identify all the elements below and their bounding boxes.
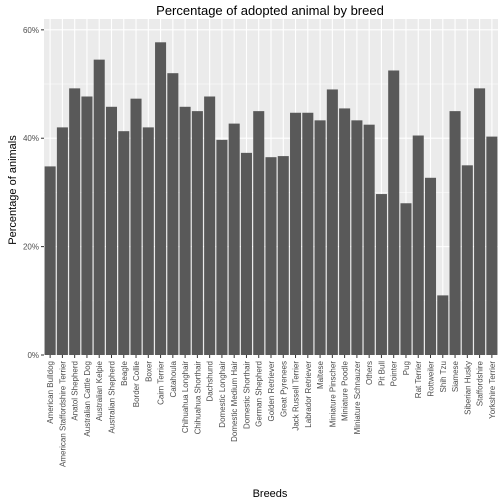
bar: [412, 135, 424, 355]
x-tick-label: Border Collie: [132, 360, 141, 407]
x-tick-label: Cairn Terrier: [157, 361, 166, 405]
bar: [326, 89, 338, 356]
x-tick-label: German Shepherd: [255, 361, 264, 427]
bar: [265, 157, 277, 355]
bar: [388, 70, 400, 355]
bar: [240, 152, 252, 355]
bar: [290, 112, 302, 355]
bar: [351, 120, 363, 355]
x-tick-label: Siberian Husky: [463, 361, 472, 415]
bar: [277, 156, 289, 355]
bar: [81, 96, 93, 356]
bar: [93, 59, 105, 355]
x-tick-label: Domestic Medium Hair: [230, 361, 239, 442]
y-tick-label: 0%: [27, 351, 39, 360]
x-tick-label: Pit Bull: [377, 361, 386, 386]
x-tick-label: Great Pyrenees: [279, 361, 288, 417]
x-axis-title: Breeds: [253, 488, 288, 500]
bar: [375, 194, 387, 355]
bar: [167, 73, 179, 356]
x-tick-label: Anatol Shepherd: [71, 361, 80, 421]
bar: [44, 166, 56, 355]
x-tick-label: Others: [365, 361, 374, 385]
bar: [339, 108, 351, 355]
bar: [228, 123, 240, 355]
x-tick-label: American Bulldog: [46, 361, 55, 424]
bar: [56, 127, 68, 355]
chart-title: Percentage of adopted animal by breed: [156, 3, 384, 18]
x-tick-label: Australian Cattle Dog: [83, 361, 92, 437]
x-tick-label: Miniature Schnauzer: [353, 361, 362, 435]
y-axis: 0% 20% 40% 60%: [23, 26, 44, 360]
bar: [130, 98, 142, 355]
x-tick-label: Catahoula: [169, 360, 178, 397]
x-tick-label: Domestic Shorthair: [242, 361, 251, 429]
bar: [105, 106, 118, 355]
y-tick-label: 20%: [23, 243, 39, 252]
bar: [155, 42, 167, 356]
bar: [204, 96, 216, 356]
y-tick-label: 40%: [23, 134, 39, 143]
x-tick-label: Pointer: [390, 361, 399, 387]
x-tick-label: Jack Russell Terrier: [292, 361, 301, 431]
x-tick-label: Staffordshire: [476, 360, 485, 406]
bar: [424, 177, 437, 355]
x-tick-label: Miniature Pinscher: [328, 361, 337, 428]
x-tick-label: Miniature Poodle: [341, 360, 350, 421]
x-tick-label: Labrador Retriever: [304, 361, 313, 428]
x-tick-label: Australian Kelpie: [95, 360, 104, 421]
x-tick-label: Maltese: [316, 360, 325, 389]
x-tick-label: Pug: [402, 361, 411, 375]
bar: [179, 106, 191, 355]
bar: [363, 124, 375, 355]
bar: [449, 111, 461, 356]
bar: [142, 127, 154, 355]
x-tick-label: Chihuahua Longhair: [181, 361, 190, 433]
x-tick-label: Australian Shepherd: [107, 361, 116, 434]
x-tick-label: Dachshund: [206, 361, 215, 401]
bar: [461, 165, 473, 355]
bar: [216, 139, 228, 355]
x-tick-label: Shih Tzu: [439, 361, 448, 392]
y-tick-label: 60%: [23, 26, 39, 35]
x-tick-label: Beagle: [120, 360, 129, 385]
bar: [302, 112, 314, 355]
bar: [437, 295, 449, 355]
x-tick-label: American Staffordshire Terrier: [58, 361, 67, 467]
x-tick-label: Chihuahua Shorthair: [193, 361, 202, 435]
bar: [486, 136, 498, 355]
y-axis-title: Percentage of animals: [7, 135, 19, 245]
bar: [400, 203, 412, 355]
bar: [474, 88, 486, 356]
bar: [253, 111, 265, 356]
x-tick-label: Rat Terrier: [414, 361, 423, 399]
bar: [191, 111, 203, 356]
bar: [118, 131, 130, 355]
x-tick-label: Rottweiler: [427, 361, 436, 397]
x-tick-label: Boxer: [144, 361, 153, 382]
bars: [44, 42, 498, 356]
x-tick-label: Golden Retriever: [267, 361, 276, 422]
x-tick-label: Yorkshire Terrier: [488, 361, 497, 419]
bar: [314, 120, 326, 355]
x-tick-label: Siamese: [451, 360, 460, 392]
bar: [69, 88, 81, 356]
x-tick-label: Domestic Longhair: [218, 361, 227, 428]
x-axis: American Bulldog American Staffordshire T…: [46, 355, 497, 467]
